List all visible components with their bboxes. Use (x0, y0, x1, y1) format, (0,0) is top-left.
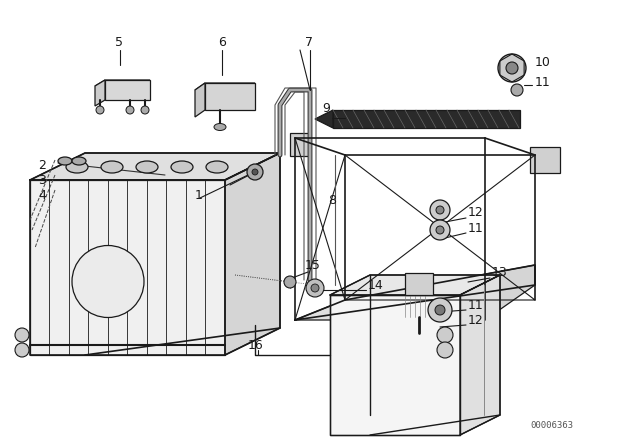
Ellipse shape (66, 161, 88, 173)
Text: 15: 15 (305, 258, 321, 271)
Polygon shape (105, 80, 150, 100)
Text: 12: 12 (468, 206, 484, 219)
Polygon shape (30, 180, 225, 355)
Polygon shape (345, 265, 535, 320)
Polygon shape (290, 133, 310, 156)
Polygon shape (205, 83, 255, 110)
Circle shape (15, 328, 29, 342)
Polygon shape (315, 110, 333, 128)
Circle shape (437, 327, 453, 343)
Circle shape (141, 106, 149, 114)
Ellipse shape (101, 161, 123, 173)
Polygon shape (530, 147, 560, 173)
Circle shape (96, 106, 104, 114)
Text: 7: 7 (305, 35, 313, 48)
Circle shape (511, 84, 523, 96)
Text: 6: 6 (218, 35, 226, 48)
Ellipse shape (171, 161, 193, 173)
Circle shape (437, 342, 453, 358)
Ellipse shape (214, 124, 226, 130)
Polygon shape (95, 80, 150, 86)
Circle shape (72, 246, 144, 318)
Circle shape (15, 343, 29, 357)
Text: 11: 11 (468, 298, 484, 311)
Ellipse shape (206, 161, 228, 173)
Polygon shape (333, 110, 520, 128)
Circle shape (430, 200, 450, 220)
Text: 11: 11 (468, 221, 484, 234)
Circle shape (126, 106, 134, 114)
Text: 4: 4 (38, 189, 46, 202)
Circle shape (430, 220, 450, 240)
Circle shape (428, 298, 452, 322)
Ellipse shape (136, 161, 158, 173)
Polygon shape (95, 80, 105, 106)
Polygon shape (195, 83, 255, 90)
Polygon shape (225, 153, 280, 355)
Polygon shape (195, 83, 205, 117)
Circle shape (498, 54, 526, 82)
Circle shape (435, 305, 445, 315)
Polygon shape (330, 275, 500, 295)
Circle shape (506, 62, 518, 74)
Ellipse shape (72, 157, 86, 165)
Text: 16: 16 (248, 339, 264, 352)
Polygon shape (30, 153, 280, 180)
Text: 3: 3 (38, 173, 46, 186)
Text: 14: 14 (368, 279, 384, 292)
Circle shape (284, 276, 296, 288)
Polygon shape (460, 275, 500, 435)
Circle shape (311, 284, 319, 292)
Text: 12: 12 (468, 314, 484, 327)
Text: 11: 11 (535, 76, 551, 89)
Text: 9: 9 (322, 102, 330, 115)
Polygon shape (330, 295, 460, 435)
Circle shape (252, 169, 258, 175)
Text: 00006363: 00006363 (530, 421, 573, 430)
Ellipse shape (58, 157, 72, 165)
Text: 13: 13 (492, 266, 508, 279)
Text: 2: 2 (38, 159, 46, 172)
FancyBboxPatch shape (405, 273, 433, 295)
Circle shape (436, 206, 444, 214)
Circle shape (436, 226, 444, 234)
Text: 8: 8 (328, 194, 336, 207)
Text: 1: 1 (195, 189, 203, 202)
Circle shape (247, 164, 263, 180)
Circle shape (306, 279, 324, 297)
Text: 5: 5 (115, 35, 123, 48)
Text: 10: 10 (535, 56, 551, 69)
Polygon shape (295, 300, 485, 320)
